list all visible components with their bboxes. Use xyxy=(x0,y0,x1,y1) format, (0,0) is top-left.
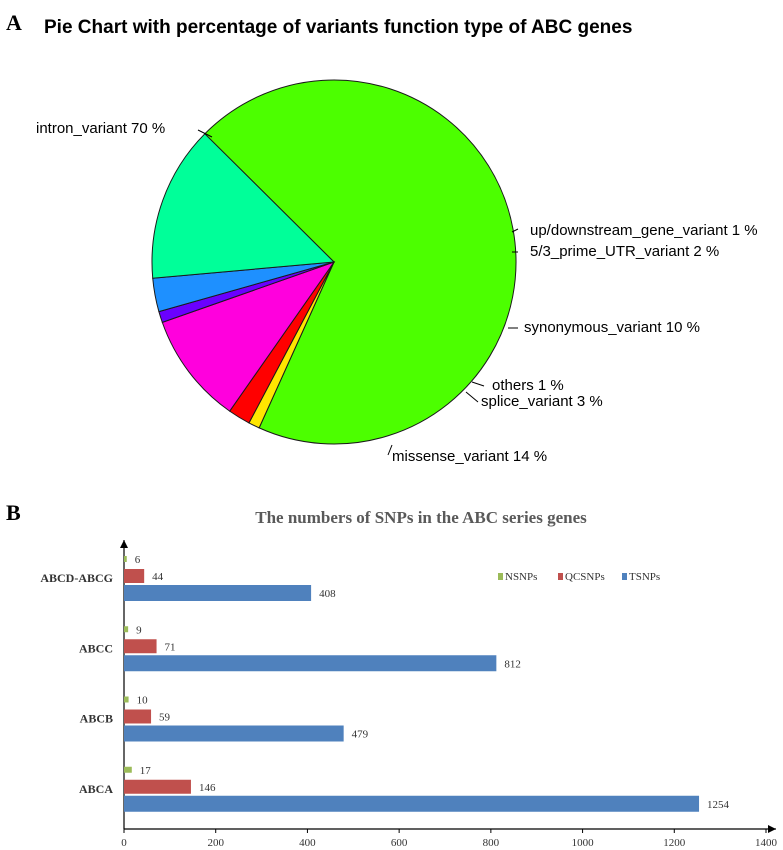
bar-chart-title: The numbers of SNPs in the ABC series ge… xyxy=(255,508,587,527)
bar-tsnps-abcc xyxy=(124,655,497,672)
panel-b-letter: B xyxy=(6,500,21,525)
pie-labels: intron_variant 70 % up/downstream_gene_v… xyxy=(36,120,758,465)
pie-chart xyxy=(151,79,517,445)
category-label: ABCC xyxy=(79,641,113,655)
pie-slice-intron-variant xyxy=(204,79,517,445)
data-label: 146 xyxy=(199,782,216,794)
pie-label-intron: intron_variant 70 % xyxy=(36,120,165,137)
bar-qcsnps-abca xyxy=(124,779,191,794)
data-label: 6 xyxy=(135,554,141,566)
pie-chart-title: Pie Chart with percentage of variants fu… xyxy=(44,17,632,38)
legend-swatch-tsnps xyxy=(622,573,627,580)
pie-label-splice: splice_variant 3 % xyxy=(481,393,603,410)
pie-label-utr: 5/3_prime_UTR_variant 2 % xyxy=(530,243,719,260)
bar-nsnps-abcc xyxy=(124,626,129,633)
data-label: 812 xyxy=(504,658,521,670)
pie-leader-lines xyxy=(197,129,519,456)
x-tick-label: 400 xyxy=(299,837,316,849)
x-tick-label: 1400 xyxy=(755,837,778,849)
bar-qcsnps-abcc xyxy=(124,639,157,654)
bar-qcsnps-abcb xyxy=(124,709,152,724)
legend-label-nsnps: NSNPs xyxy=(505,571,537,583)
pie-slice-missense-variant xyxy=(151,133,336,279)
bar-tsnps-abcd-abcg xyxy=(124,585,312,601)
bar-nsnps-abca xyxy=(124,766,132,773)
category-label: ABCB xyxy=(80,712,113,726)
y-axis-arrow xyxy=(120,540,128,548)
data-label: 71 xyxy=(165,641,176,653)
data-label: 1254 xyxy=(707,799,730,811)
pie-leader-line xyxy=(197,129,213,138)
x-tick-label: 0 xyxy=(121,837,127,849)
pie-label-synonymous: synonymous_variant 10 % xyxy=(524,319,700,336)
x-axis-arrow xyxy=(768,825,776,833)
data-label: 408 xyxy=(319,588,336,600)
pie-label-updownstream: up/downstream_gene_variant 1 % xyxy=(530,222,758,239)
legend-swatch-nsnps xyxy=(498,573,503,580)
pie-label-others: others 1 % xyxy=(492,377,564,394)
x-tick-label: 1000 xyxy=(572,837,595,849)
pie-leader-line xyxy=(471,381,485,387)
data-label: 10 xyxy=(137,695,149,707)
bar-nsnps-abcd-abcg xyxy=(124,556,127,562)
legend-swatch-qcsnps xyxy=(558,573,563,580)
x-tick-label: 600 xyxy=(391,837,408,849)
data-label: 44 xyxy=(152,571,164,583)
category-label: ABCD-ABCG xyxy=(40,571,113,585)
data-label: 9 xyxy=(136,624,142,636)
pie-slice-synonymous-variant xyxy=(161,261,336,412)
bar-chart: 0 200 400 600 800 1000 1200 1400 ABCD-ABCG 6 44 408… xyxy=(40,540,778,849)
legend-label-tsnps: TSNPs xyxy=(629,571,660,583)
pie-label-missense: missense_variant 14 % xyxy=(392,448,547,465)
bar-nsnps-abcb xyxy=(124,696,129,703)
pie-leader-line xyxy=(387,444,393,456)
bar-tsnps-abcb xyxy=(124,725,344,742)
x-tick-label: 1200 xyxy=(663,837,686,849)
pie-leader-line xyxy=(465,391,479,403)
category-label: ABCA xyxy=(79,782,113,796)
panel-a-letter: A xyxy=(6,10,22,35)
bar-tsnps-abca xyxy=(124,795,700,812)
bar-qcsnps-abcd-abcg xyxy=(124,569,145,583)
x-tick-label: 200 xyxy=(207,837,224,849)
pie-leader-line xyxy=(511,228,519,233)
x-tick-label: 800 xyxy=(483,837,500,849)
data-label: 479 xyxy=(352,729,369,741)
data-label: 59 xyxy=(159,712,171,724)
data-label: 17 xyxy=(140,765,152,777)
legend-label-qcsnps: QCSNPs xyxy=(565,571,605,583)
